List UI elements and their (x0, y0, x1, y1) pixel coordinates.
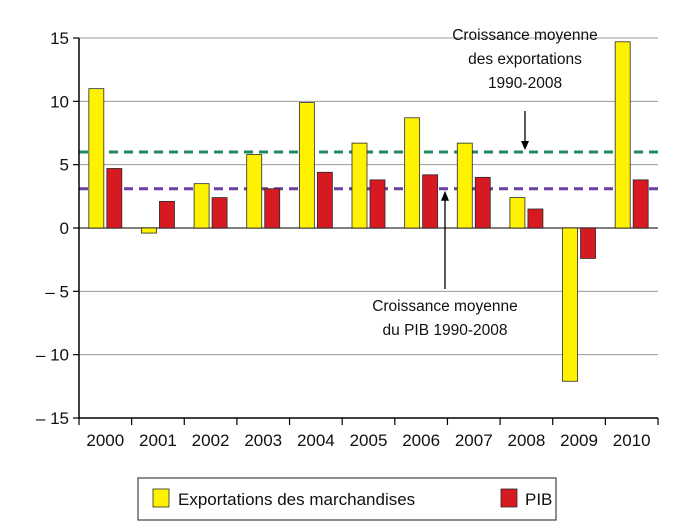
bar-exportations-2003 (246, 154, 263, 229)
legend-swatch-pib (500, 488, 518, 508)
annotation-pib-line: Croissance moyenne (372, 298, 518, 315)
reference-lines (79, 150, 658, 191)
bar-exportations-2002 (193, 183, 210, 229)
bars (88, 41, 649, 382)
bar-pib-2008 (527, 208, 544, 229)
x-tick-label: 2010 (613, 431, 651, 450)
y-tick-label: 10 (50, 92, 69, 111)
x-tick-label: 2007 (455, 431, 493, 450)
annotation-exportations-line: des exportations (468, 51, 582, 68)
x-tick-label: 2002 (192, 431, 230, 450)
bar-pib-2002 (211, 197, 228, 229)
bar-pib-2007 (474, 176, 491, 229)
bar-exportations-2000 (88, 88, 105, 229)
annotations: Croissance moyenne des exportations 1990-2… (372, 27, 598, 339)
bar-pib-2006 (422, 174, 439, 229)
bar-pib-2005 (369, 179, 386, 229)
bar-exportations-2008 (509, 197, 526, 229)
bar-exportations-2005 (351, 142, 368, 229)
legend-swatch-exportations (152, 488, 170, 508)
gridlines (79, 37, 658, 356)
bar-pib-2000 (106, 168, 123, 229)
axes: 15 10 5 0 – 5 – 10 – 15 2000 2001 2002 2003 2004 200… (36, 29, 659, 450)
x-tick-label: 2009 (560, 431, 598, 450)
bar-pib-2001 (159, 200, 175, 229)
y-tick-label: 0 (60, 219, 69, 238)
x-tick-label: 2006 (402, 431, 440, 450)
legend-label-pib: PIB (525, 490, 552, 509)
x-tick-label: 2003 (244, 431, 282, 450)
x-tick-label: 2000 (86, 431, 124, 450)
x-tick-label: 2008 (507, 431, 545, 450)
bar-exportations-2001 (141, 227, 157, 234)
y-tick-label: – 5 (45, 282, 69, 301)
x-tick-label: 2005 (350, 431, 388, 450)
annotation-exportations-line: 1990-2008 (488, 75, 562, 92)
legend-label-exportations: Exportations des marchandises (178, 490, 415, 509)
y-tick-label: 5 (60, 156, 69, 175)
bar-pib-2009 (580, 227, 596, 259)
annotation-pib-line: du PIB 1990-2008 (383, 322, 508, 339)
y-tick-label: 15 (50, 29, 69, 48)
x-tick-label: 2001 (139, 431, 177, 450)
bar-exportations-2010 (614, 41, 631, 229)
y-tick-label: – 10 (36, 346, 69, 365)
bar-pib-2003 (264, 188, 281, 229)
legend: Exportations des marchandises PIB (137, 477, 557, 521)
bar-exportations-2004 (298, 102, 315, 229)
y-tick-label: – 15 (36, 409, 69, 428)
x-tick-label: 2004 (297, 431, 335, 450)
bar-exportations-2006 (404, 117, 421, 229)
annotation-arrowhead-exportations (521, 141, 529, 150)
annotation-exportations-line: Croissance moyenne (452, 27, 598, 44)
bar-pib-2010 (632, 179, 649, 229)
annotation-arrowhead-pib (441, 190, 449, 201)
bar-exportations-2009 (562, 227, 578, 382)
legend-box (137, 477, 557, 521)
bar-pib-2004 (316, 171, 333, 229)
bar-exportations-2007 (456, 142, 473, 229)
